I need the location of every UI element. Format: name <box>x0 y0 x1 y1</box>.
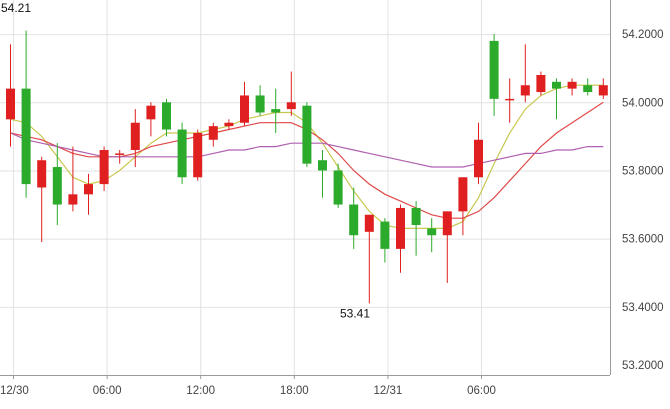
candle <box>364 214 374 304</box>
candle <box>224 119 234 130</box>
candle <box>37 156 47 243</box>
candle <box>458 177 468 236</box>
candle-body <box>177 129 187 178</box>
candle-body <box>505 98 515 101</box>
candle-body <box>380 221 390 249</box>
min-price-label: 53.41 <box>340 306 370 320</box>
candle <box>115 150 125 164</box>
candle <box>411 201 421 256</box>
candle-body <box>396 207 405 249</box>
x-tick-label: 12/31 <box>374 385 403 397</box>
candle-body <box>552 81 561 89</box>
candle <box>286 71 296 116</box>
candle-body <box>240 95 249 123</box>
candle-body <box>302 105 312 164</box>
candle-body <box>115 153 125 155</box>
candle-body <box>364 214 374 232</box>
candle <box>333 163 343 208</box>
candle <box>318 150 327 198</box>
candle <box>552 78 561 120</box>
candle-body <box>583 85 593 93</box>
y-tick-label: 54.2000 <box>622 29 664 41</box>
candle <box>177 122 187 185</box>
y-tick-label: 53.8000 <box>622 165 664 177</box>
x-tick-label: 06:00 <box>467 385 496 397</box>
candle-body <box>333 170 343 205</box>
x-tick-label: 18:00 <box>280 385 309 397</box>
candle <box>536 71 546 96</box>
candle-body <box>208 126 218 140</box>
candle-body <box>489 40 499 99</box>
candle-body <box>427 228 437 236</box>
candle-body <box>411 207 421 225</box>
candle <box>208 122 218 147</box>
y-tick-label: 53.4000 <box>622 302 664 314</box>
candle-body <box>37 160 47 188</box>
candle <box>21 30 31 198</box>
candle <box>583 78 593 96</box>
candle-body <box>162 102 171 130</box>
candle <box>68 146 78 212</box>
candle-body <box>536 75 546 93</box>
candle-body <box>286 102 296 110</box>
candle-body <box>598 85 608 96</box>
x-tick-label: 12/30 <box>0 385 29 397</box>
candle-body <box>255 95 265 113</box>
x-tick-label: 06:00 <box>93 385 122 397</box>
y-tick-label: 54.0000 <box>622 97 664 109</box>
candle <box>598 78 608 99</box>
candle-body <box>318 160 327 171</box>
candle <box>52 143 62 225</box>
candle-body <box>84 184 93 195</box>
candle <box>240 81 249 127</box>
candle <box>302 102 312 168</box>
candle-body <box>442 211 452 236</box>
max-price-label: 54.21 <box>1 1 31 15</box>
candle <box>84 173 93 215</box>
y-tick-label: 53.6000 <box>622 234 664 246</box>
candle-body <box>68 194 78 205</box>
annotation-layer: 54.21 53.41 <box>1 1 370 320</box>
candle <box>6 44 15 147</box>
candle <box>474 122 483 185</box>
candle-body <box>458 177 468 212</box>
candle <box>271 88 281 133</box>
candle <box>520 44 530 103</box>
axis-layer: 53.2000 53.4000 53.6000 53.8000 54.0000 54.20… <box>0 0 664 397</box>
candle-body <box>146 105 156 120</box>
candle <box>505 78 515 123</box>
candle-body <box>99 150 109 185</box>
candle <box>146 102 156 137</box>
candle <box>349 187 359 249</box>
candle-body <box>349 204 359 236</box>
candle <box>99 146 109 191</box>
candle-body <box>567 81 577 89</box>
candle <box>193 129 203 181</box>
y-tick-label: 53.2000 <box>622 360 664 372</box>
x-tick-label: 12:00 <box>186 385 215 397</box>
candle <box>442 211 452 283</box>
candle-body <box>52 167 62 205</box>
candle-body <box>193 132 203 178</box>
candles-layer <box>6 30 608 304</box>
candle <box>427 218 437 253</box>
candle <box>255 85 265 116</box>
candle <box>567 78 577 96</box>
candle <box>162 98 171 137</box>
candle <box>380 218 390 263</box>
candle-body <box>130 122 140 150</box>
candle-body <box>474 139 483 178</box>
candle <box>396 204 405 273</box>
candle <box>489 34 499 116</box>
candle-body <box>6 88 15 120</box>
candle-body <box>520 85 530 96</box>
candle-body <box>271 109 281 113</box>
candle-body <box>224 122 234 127</box>
candle <box>130 109 140 168</box>
candle-body <box>21 88 31 185</box>
